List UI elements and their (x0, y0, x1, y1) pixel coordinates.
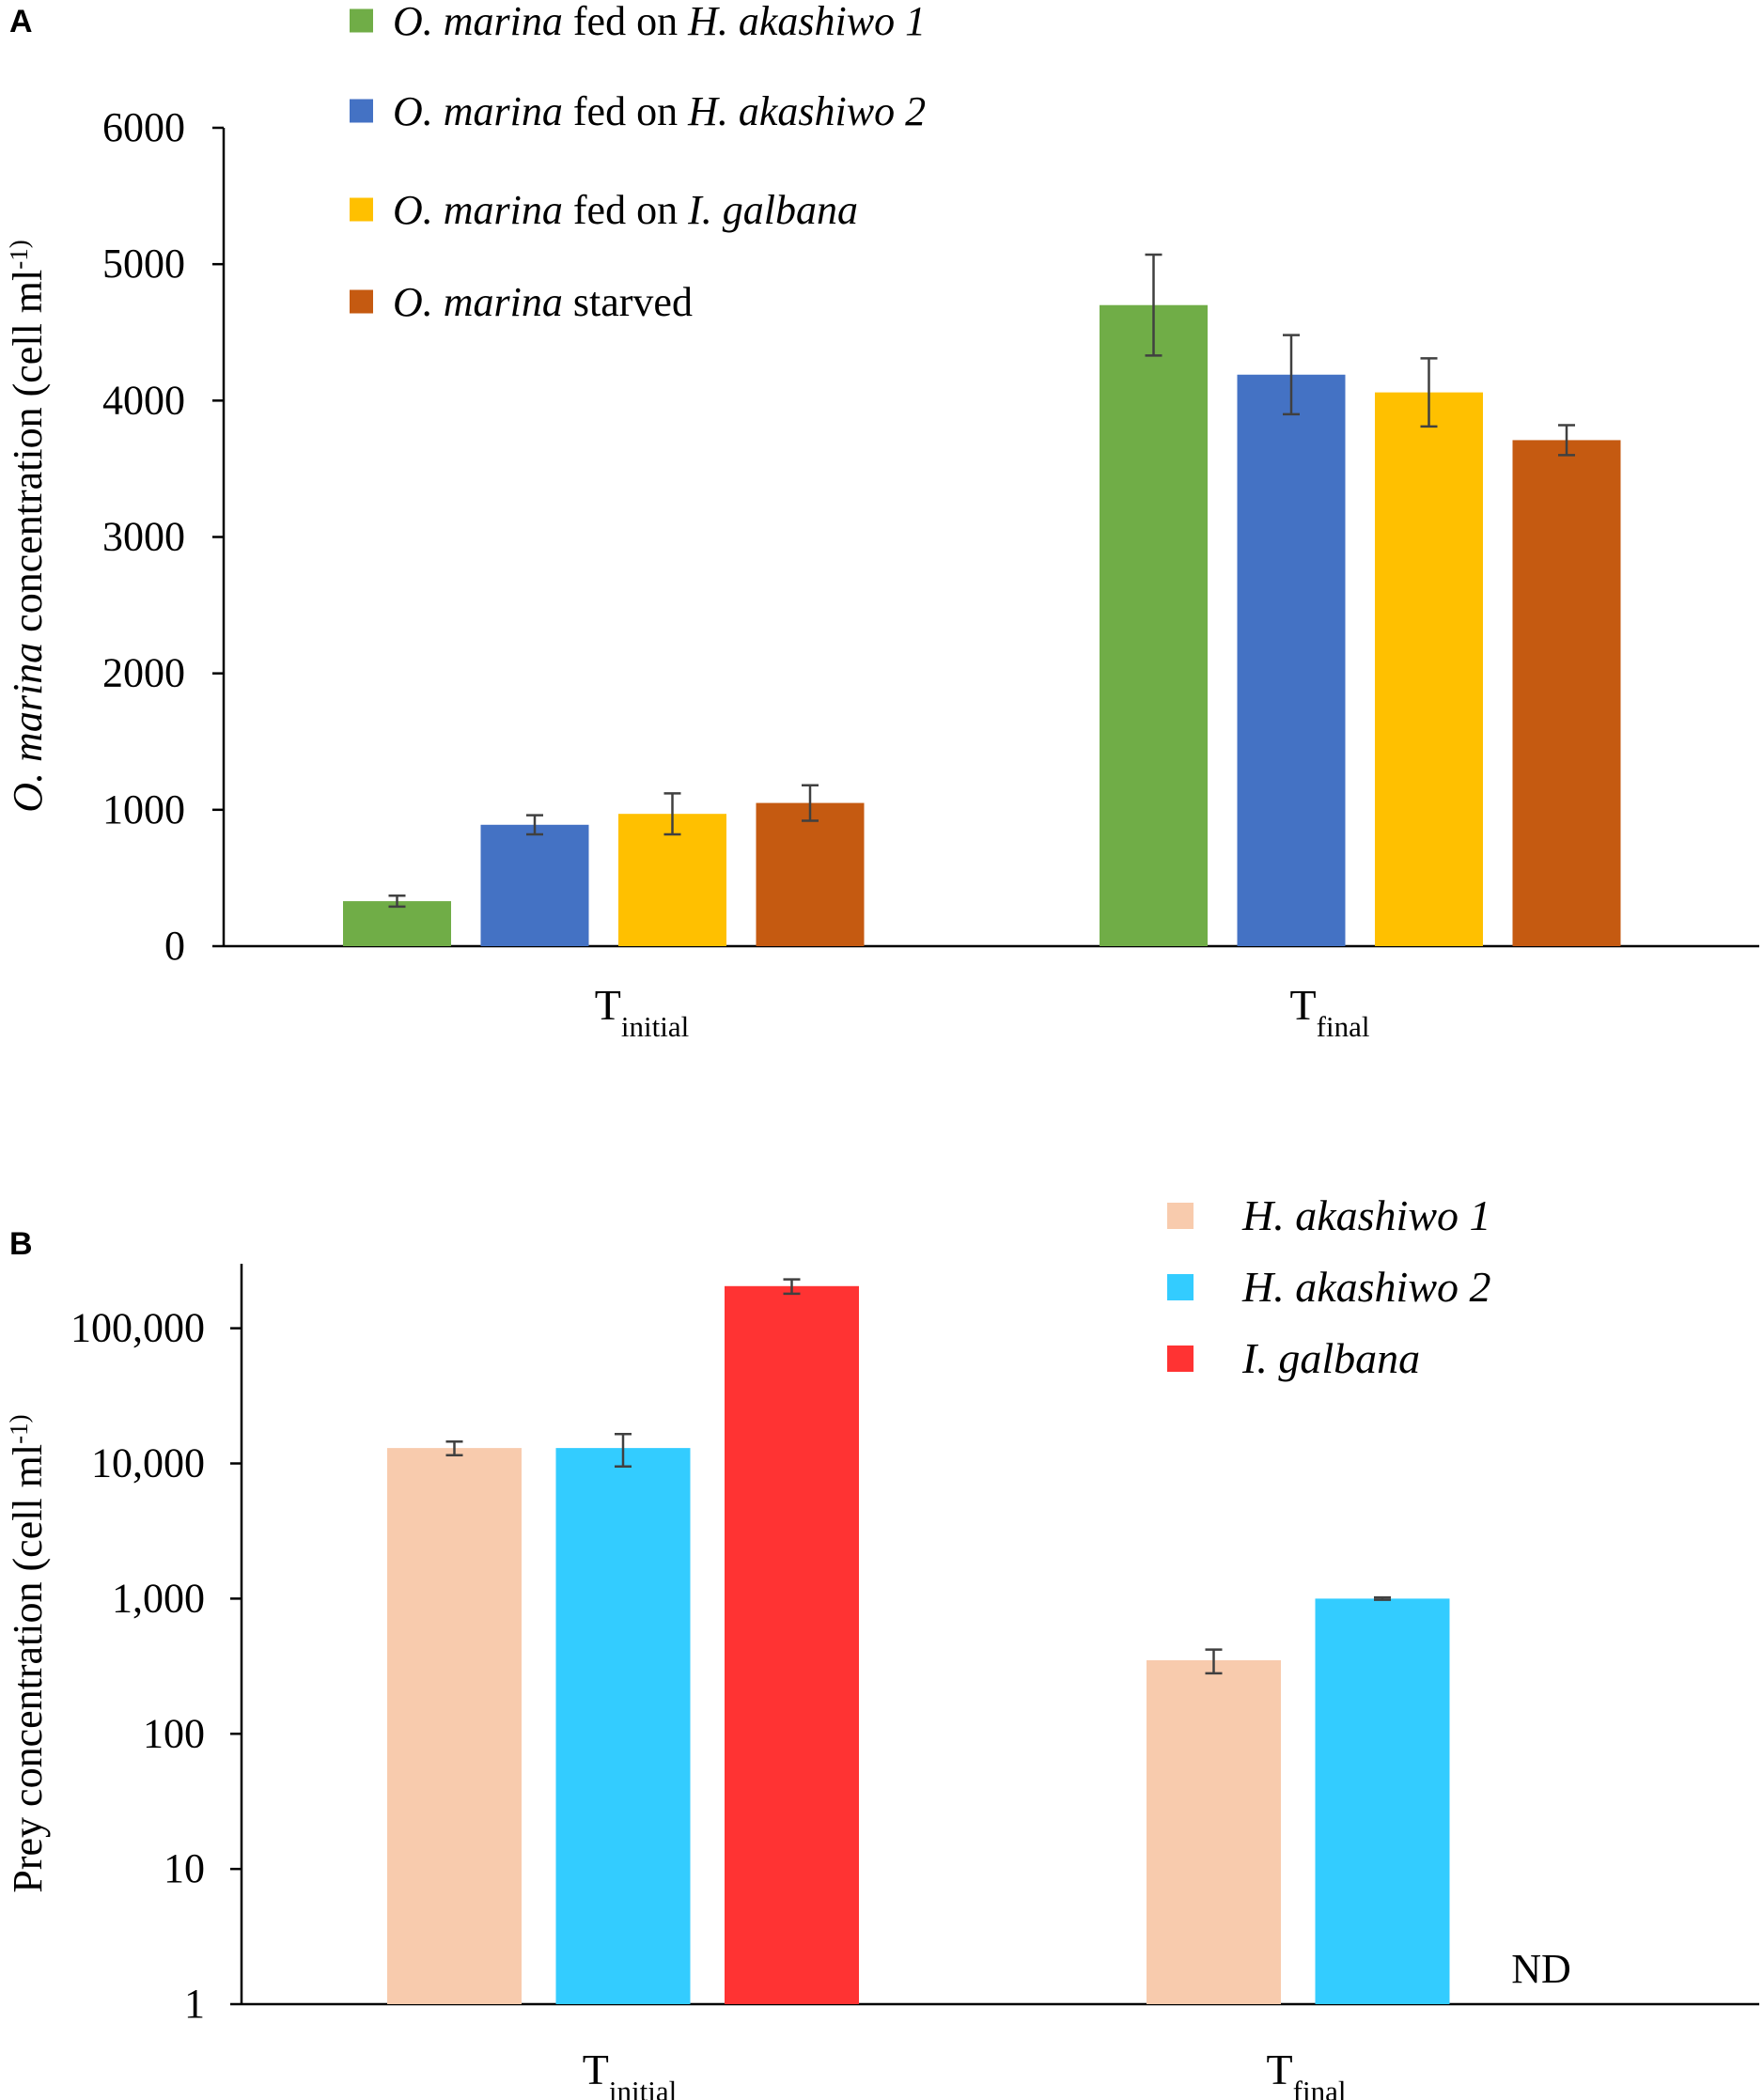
legend-text-segment: O. marina (393, 0, 563, 44)
legend-text-segment: H. akashiwo 1 (1241, 1191, 1491, 1239)
bar (1315, 1598, 1450, 2004)
y-axis-label-text: Prey concentration (cell ml (5, 1444, 51, 1893)
bar (343, 901, 451, 946)
y-tick-label: 3000 (102, 514, 185, 560)
legend-swatch (350, 8, 373, 33)
x-category-subscript: final (1293, 2075, 1347, 2100)
x-category-label: Tinitial (583, 2046, 677, 2100)
legend-text-segment: H. akashiwo 1 (687, 0, 926, 44)
x-category-main: T (1267, 2046, 1293, 2093)
y-tick-label: 1 (184, 1981, 205, 2027)
legend-text-segment: H. akashiwo 2 (1241, 1263, 1491, 1311)
legend-entry: O. marina fed on H. akashiwo 1 (393, 0, 926, 44)
legend-swatch (350, 99, 373, 123)
legend-entry: I. galbana (1241, 1334, 1420, 1382)
x-category-main: T (583, 2046, 609, 2093)
bar (618, 814, 726, 946)
bar (1147, 1659, 1281, 2004)
y-axis-label-superscript: -1) (5, 240, 33, 269)
legend-text-segment: O. marina (393, 187, 563, 233)
y-tick-label: 6000 (102, 104, 185, 150)
legend-swatch (1167, 1203, 1194, 1229)
legend-swatch (350, 197, 373, 222)
y-tick-label: 4000 (102, 377, 185, 423)
panel-label: A (9, 4, 33, 39)
legend-text-segment: fed on (563, 88, 688, 134)
bar (1375, 392, 1483, 947)
x-category-main: T (1290, 981, 1317, 1029)
legend-swatch (1167, 1346, 1194, 1372)
bar (725, 1285, 859, 2004)
y-tick-label: 1,000 (112, 1575, 205, 1621)
y-axis-label: O. marina concentration (cell ml-1) (5, 240, 51, 812)
legend-text-segment: O. marina (393, 88, 563, 134)
y-tick-label: 5000 (102, 241, 185, 287)
panel-label: B (9, 1226, 33, 1262)
y-tick-label: 1000 (102, 786, 185, 832)
legend-swatch (1167, 1274, 1194, 1300)
y-tick-label: 100 (143, 1710, 205, 1756)
legend-entry: O. marina starved (393, 279, 693, 325)
bar (1100, 304, 1208, 946)
x-category-subscript: initial (621, 1010, 689, 1043)
y-axis-label: Prey concentration (cell ml-1) (5, 1414, 51, 1892)
legend-text-segment: H. akashiwo 2 (687, 88, 926, 134)
bar (480, 824, 589, 946)
y-axis-label-italic: O. marina (5, 643, 51, 813)
x-category-subscript: final (1317, 1010, 1370, 1043)
legend-swatch (350, 289, 373, 314)
y-tick-label: 10,000 (91, 1440, 205, 1486)
legend-entry: O. marina fed on H. akashiwo 2 (393, 88, 926, 134)
x-category-main: T (595, 981, 621, 1029)
bar (555, 1448, 691, 2004)
y-axis-label-text: concentration (cell ml (5, 270, 51, 643)
chart-panel-A: A 0 1000 2000 3000 4000 5000 6000 O. marina conc… (5, 0, 1759, 1043)
bar (756, 802, 865, 946)
y-tick-label: 2000 (102, 650, 185, 696)
bar (1237, 374, 1346, 946)
legend-text-segment: I. galbana (687, 187, 858, 233)
legend-text-segment: fed on (563, 187, 688, 233)
legend-text-segment: fed on (563, 0, 688, 44)
x-category-label: Tfinal (1290, 981, 1370, 1043)
x-category-label: Tfinal (1267, 2046, 1347, 2100)
legend-text-segment: I. galbana (1241, 1334, 1420, 1382)
legend-text-segment: O. marina (393, 279, 563, 325)
chart-panel-B: B 1 10 100 1,000 10,000 100,000 Prey concentrat… (5, 1191, 1759, 2100)
x-category-label: Tinitial (595, 981, 689, 1043)
legend-text-segment: starved (563, 279, 693, 325)
bar (387, 1448, 522, 2004)
annotation-nd: ND (1511, 1946, 1571, 1992)
legend-entry: H. akashiwo 2 (1241, 1263, 1491, 1311)
legend-entry: O. marina fed on I. galbana (393, 187, 858, 233)
bar (1512, 440, 1621, 947)
y-tick-label: 0 (164, 923, 185, 969)
y-axis-label-superscript: -1) (5, 1414, 33, 1443)
y-tick-label: 100,000 (70, 1305, 205, 1351)
y-tick-label: 10 (164, 1845, 205, 1891)
x-category-subscript: initial (609, 2075, 677, 2100)
legend-entry: H. akashiwo 1 (1241, 1191, 1491, 1239)
